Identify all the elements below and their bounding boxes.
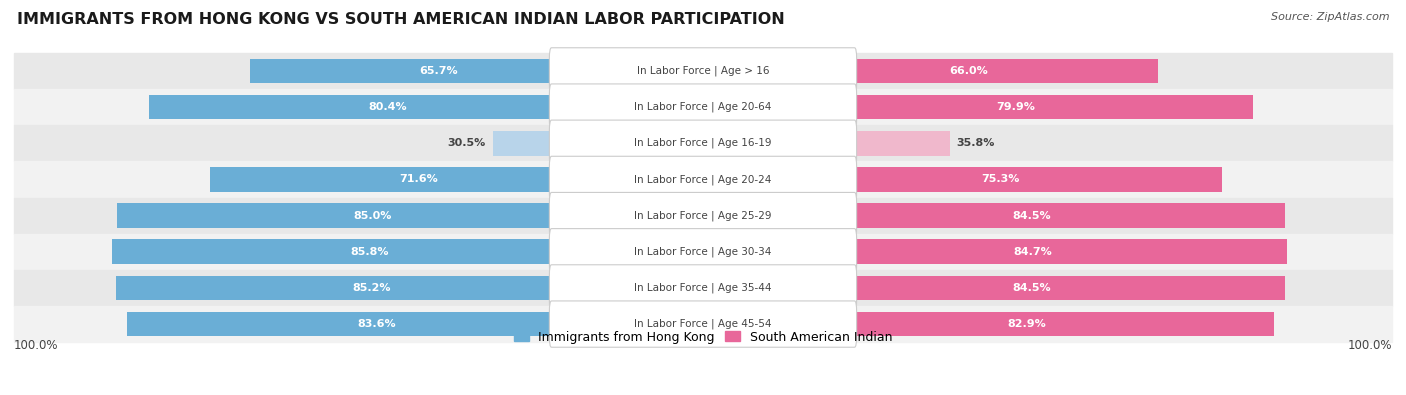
- FancyBboxPatch shape: [550, 301, 856, 347]
- Text: 85.0%: 85.0%: [353, 211, 391, 220]
- Text: 82.9%: 82.9%: [1007, 319, 1046, 329]
- Text: IMMIGRANTS FROM HONG KONG VS SOUTH AMERICAN INDIAN LABOR PARTICIPATION: IMMIGRANTS FROM HONG KONG VS SOUTH AMERI…: [17, 12, 785, 27]
- Text: 79.9%: 79.9%: [997, 102, 1036, 112]
- Text: 84.7%: 84.7%: [1014, 247, 1052, 257]
- Bar: [250, 58, 703, 83]
- Bar: [14, 306, 1392, 342]
- Text: 66.0%: 66.0%: [949, 66, 987, 76]
- Bar: [14, 234, 1392, 270]
- Text: 85.2%: 85.2%: [353, 283, 391, 293]
- Bar: [14, 125, 1392, 161]
- Bar: [117, 276, 703, 300]
- Bar: [703, 276, 1285, 300]
- Bar: [127, 312, 703, 337]
- Bar: [703, 131, 949, 156]
- Bar: [703, 239, 1286, 264]
- Text: 84.5%: 84.5%: [1012, 211, 1052, 220]
- Bar: [209, 167, 703, 192]
- Text: 65.7%: 65.7%: [419, 66, 458, 76]
- Text: 30.5%: 30.5%: [447, 138, 486, 148]
- Text: In Labor Force | Age 20-24: In Labor Force | Age 20-24: [634, 174, 772, 185]
- Bar: [703, 203, 1285, 228]
- FancyBboxPatch shape: [550, 229, 856, 275]
- Legend: Immigrants from Hong Kong, South American Indian: Immigrants from Hong Kong, South America…: [510, 327, 896, 347]
- Text: In Labor Force | Age 16-19: In Labor Force | Age 16-19: [634, 138, 772, 149]
- Text: 71.6%: 71.6%: [399, 175, 437, 184]
- Text: 83.6%: 83.6%: [357, 319, 396, 329]
- Bar: [149, 95, 703, 119]
- Text: 85.8%: 85.8%: [350, 247, 389, 257]
- Text: 80.4%: 80.4%: [368, 102, 408, 112]
- FancyBboxPatch shape: [550, 192, 856, 239]
- Text: Source: ZipAtlas.com: Source: ZipAtlas.com: [1271, 12, 1389, 22]
- Bar: [703, 312, 1274, 337]
- FancyBboxPatch shape: [550, 265, 856, 311]
- FancyBboxPatch shape: [550, 156, 856, 203]
- Text: In Labor Force | Age 35-44: In Labor Force | Age 35-44: [634, 283, 772, 293]
- Bar: [14, 53, 1392, 89]
- Bar: [14, 270, 1392, 306]
- Text: 100.0%: 100.0%: [14, 339, 59, 352]
- FancyBboxPatch shape: [550, 48, 856, 94]
- Bar: [14, 89, 1392, 125]
- FancyBboxPatch shape: [550, 84, 856, 130]
- Text: 84.5%: 84.5%: [1012, 283, 1052, 293]
- Text: In Labor Force | Age 30-34: In Labor Force | Age 30-34: [634, 246, 772, 257]
- Text: In Labor Force | Age 45-54: In Labor Force | Age 45-54: [634, 319, 772, 329]
- Bar: [703, 167, 1222, 192]
- Text: 75.3%: 75.3%: [981, 175, 1019, 184]
- Text: 100.0%: 100.0%: [1347, 339, 1392, 352]
- Text: 35.8%: 35.8%: [956, 138, 995, 148]
- Bar: [703, 58, 1157, 83]
- Bar: [703, 95, 1254, 119]
- Text: In Labor Force | Age > 16: In Labor Force | Age > 16: [637, 66, 769, 76]
- Bar: [494, 131, 703, 156]
- FancyBboxPatch shape: [550, 120, 856, 166]
- Bar: [117, 203, 703, 228]
- Bar: [112, 239, 703, 264]
- Bar: [14, 198, 1392, 234]
- Bar: [14, 161, 1392, 198]
- Text: In Labor Force | Age 25-29: In Labor Force | Age 25-29: [634, 210, 772, 221]
- Text: In Labor Force | Age 20-64: In Labor Force | Age 20-64: [634, 102, 772, 112]
